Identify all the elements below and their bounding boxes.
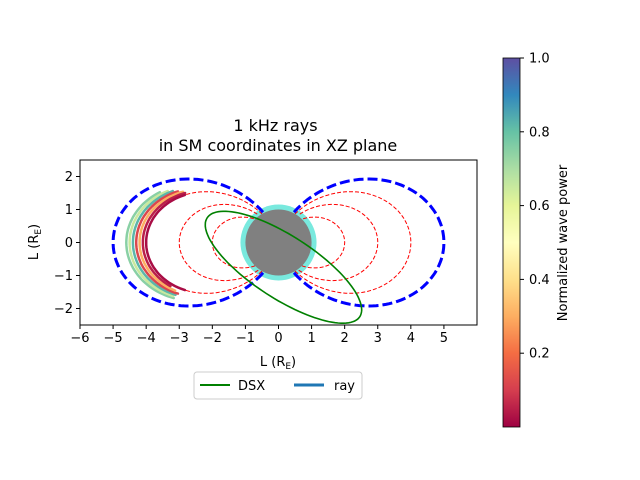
inner-field-line [178, 203, 259, 282]
inner-field-line [298, 203, 379, 282]
plot-area [111, 177, 446, 324]
ray-paths [125, 189, 187, 300]
x-tick-label: −6 [70, 331, 89, 346]
y-tick-label: 2 [65, 170, 73, 185]
ray-path [144, 193, 187, 292]
colorbar-tick-label: 0.4 [529, 273, 550, 288]
earth-disk [245, 209, 312, 276]
x-tick-label: 2 [341, 331, 349, 346]
colorbar-tick-label: 1.0 [529, 52, 550, 67]
dsx-orbit [204, 210, 363, 324]
x-tick-label: 3 [374, 331, 382, 346]
earth-layer [240, 204, 317, 281]
ray-path [125, 190, 175, 300]
ray-path [138, 190, 185, 292]
x-tick-label: −1 [236, 331, 255, 346]
inner-field-line [301, 216, 346, 269]
colorbar-gradient [502, 57, 521, 428]
x-tick-label: −2 [203, 331, 222, 346]
chart-title: 1 kHz rays in SM coordinates in XZ plane [159, 116, 398, 155]
colorbar-label: Normalized wave power [556, 164, 571, 321]
y-axis-label: L (RE) [27, 224, 44, 260]
x-axis-label: L (RE) [260, 355, 296, 372]
x-tick-label: −3 [170, 331, 189, 346]
x-tick-label: 5 [440, 331, 448, 346]
inner-field-line [294, 191, 412, 294]
colorbar-tick-label: 0.8 [529, 125, 550, 140]
y-tick-label: 1 [65, 203, 73, 218]
legend-box [193, 371, 363, 400]
colorbar-ticks: 0.2 0.4 0.6 0.8 1.0 [520, 52, 550, 362]
x-tick-label: 0 [274, 331, 282, 346]
colorbar-tick-label: 0.2 [529, 347, 550, 362]
outer-field-line [111, 177, 265, 308]
x-tick-label: −4 [137, 331, 156, 346]
legend: DSX ray [193, 371, 363, 400]
colorbar-tick-label: 0.6 [529, 199, 550, 214]
ray-path [131, 189, 177, 297]
y-tick-label: 0 [65, 236, 73, 251]
legend-dsx-label: DSX [238, 379, 265, 394]
y-tick-label: −1 [54, 269, 73, 284]
x-axis-ticks: −6 −5 −4 −3 −2 −1 0 1 2 3 4 5 [70, 325, 448, 346]
x-tick-label: 1 [307, 331, 315, 346]
inner-field-line [145, 191, 263, 294]
ray-path [141, 191, 187, 288]
ray-path [134, 190, 180, 295]
dsx-orbit-layer [204, 210, 363, 324]
x-tick-label: −5 [103, 331, 122, 346]
y-tick-label: −2 [54, 302, 73, 317]
inner-field-lines [145, 191, 412, 294]
x-tick-label: 4 [407, 331, 415, 346]
ray-path [128, 189, 175, 298]
y-axis-ticks: −2 −1 0 1 2 [54, 170, 80, 317]
outer-field-lines [111, 177, 446, 308]
legend-ray-label: ray [334, 379, 355, 394]
colorbar: 0.2 0.4 0.6 0.8 1.0 Normalized wave power [502, 52, 571, 428]
outer-field-line [292, 177, 446, 308]
